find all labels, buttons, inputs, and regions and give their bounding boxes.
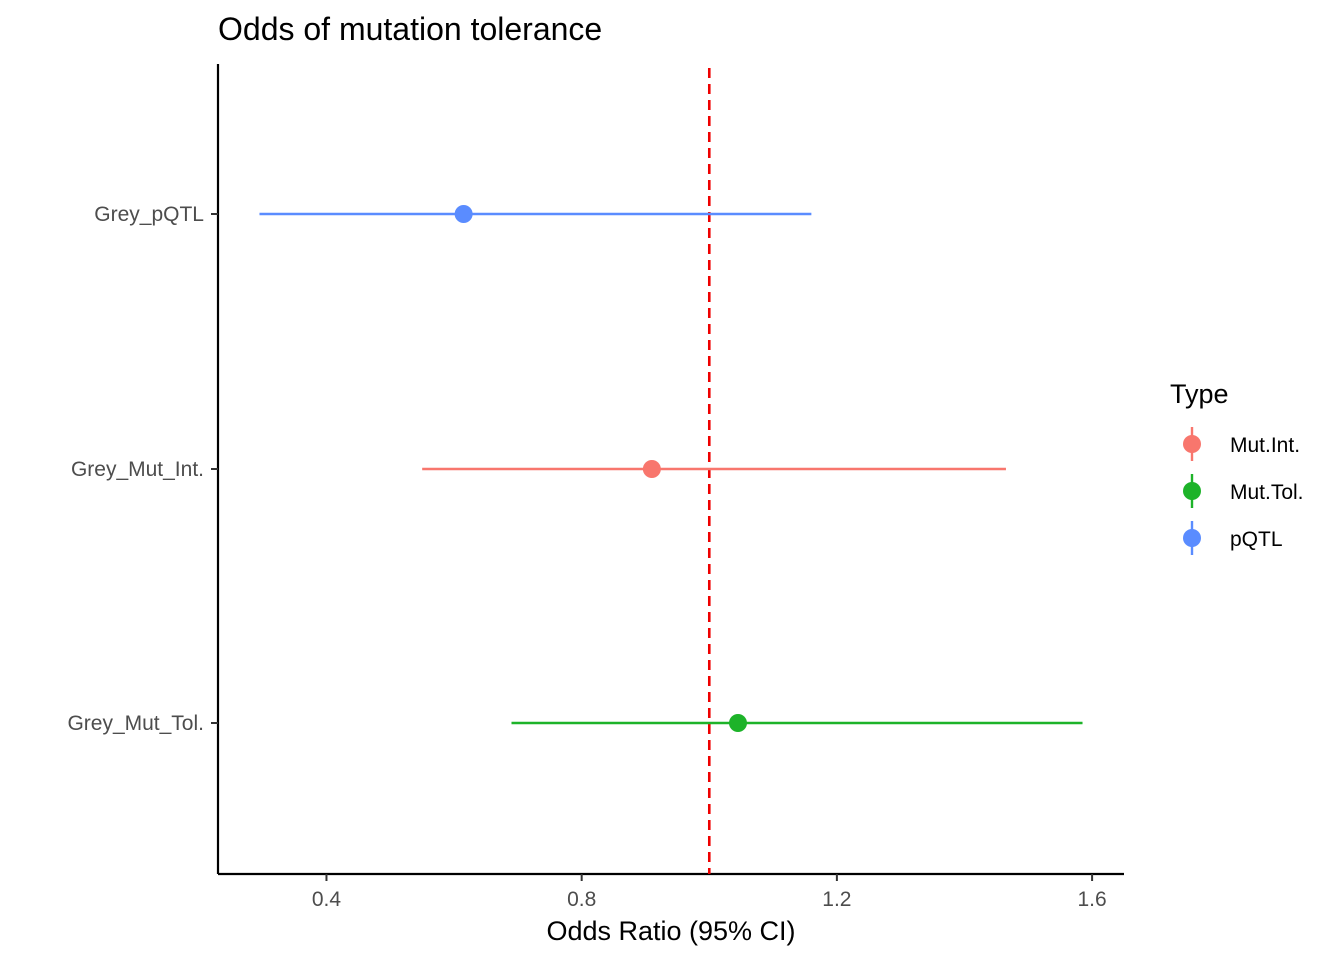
- x-tick-label: 1.6: [1077, 888, 1106, 911]
- x-tick-label: 0.4: [312, 888, 342, 911]
- legend-label: Mut.Tol.: [1230, 481, 1304, 504]
- plot-area: 0.4 0.8 1.2 1.6 Grey_pQTL Grey_Mut_Int. Grey_M…: [67, 64, 1124, 911]
- estimate-point-pqtl: [454, 205, 473, 223]
- x-tick-label: 1.2: [822, 888, 851, 911]
- y-tick-label: Grey_Mut_Tol.: [67, 712, 204, 735]
- legend-key-point: [1183, 482, 1201, 500]
- x-tick-label: 0.8: [567, 888, 596, 911]
- legend-key-point: [1183, 435, 1201, 453]
- legend: Type Mut.Int. Mut.Tol. pQTL: [1170, 379, 1304, 555]
- legend-entry: pQTL: [1183, 521, 1283, 555]
- chart-title: Odds of mutation tolerance: [218, 11, 602, 47]
- legend-entry: Mut.Int.: [1183, 427, 1300, 461]
- legend-key-point: [1183, 529, 1201, 547]
- estimate-point-mut-tol-: [728, 714, 747, 732]
- y-tick-label: Grey_Mut_Int.: [71, 458, 204, 481]
- x-axis-title: Odds Ratio (95% CI): [546, 916, 795, 946]
- estimate-point-mut-int-: [642, 460, 661, 478]
- legend-label: pQTL: [1230, 528, 1283, 551]
- legend-title: Type: [1170, 379, 1229, 409]
- y-tick-label: Grey_pQTL: [94, 203, 204, 226]
- legend-entry: Mut.Tol.: [1183, 474, 1304, 508]
- legend-label: Mut.Int.: [1230, 434, 1300, 457]
